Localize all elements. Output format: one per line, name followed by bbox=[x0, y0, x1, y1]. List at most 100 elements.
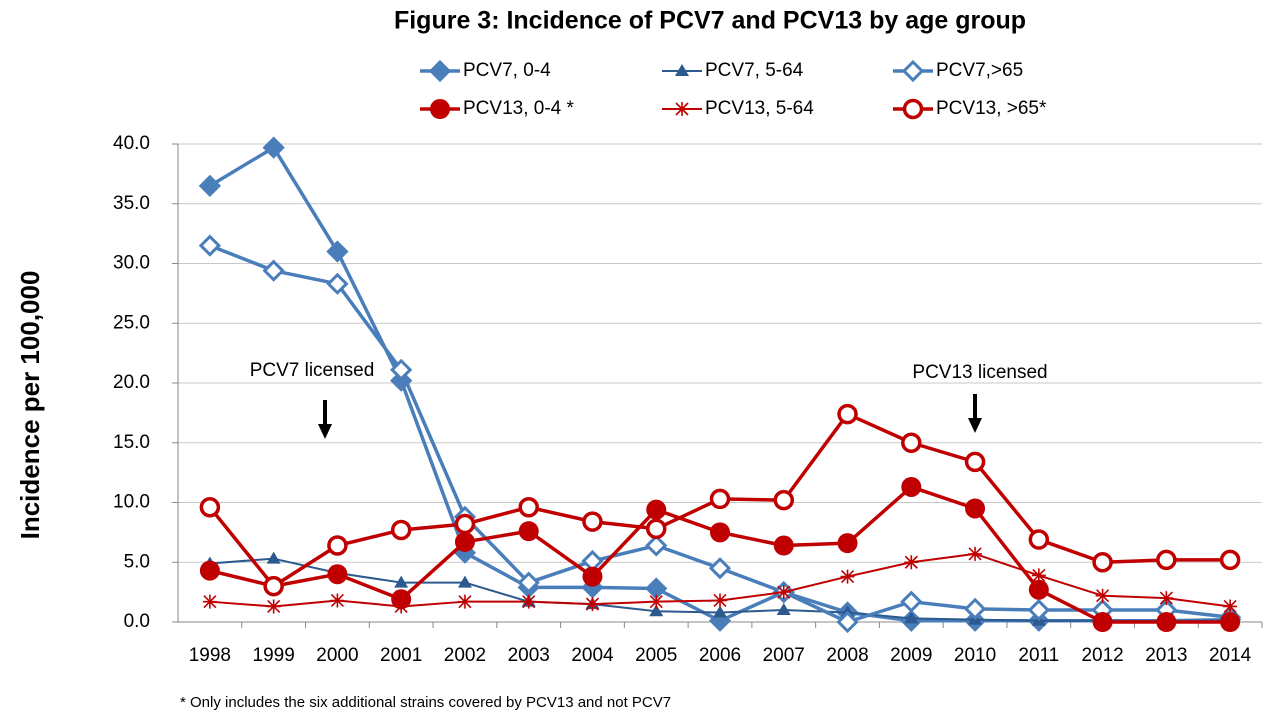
legend-item: PCV13, 0-4 * bbox=[420, 98, 574, 119]
y-tick-label: 15.0 bbox=[113, 432, 150, 453]
marker bbox=[836, 610, 859, 634]
marker bbox=[199, 560, 220, 581]
legend-item: PCV7, 0-4 bbox=[420, 59, 551, 83]
x-tick-label: 2007 bbox=[763, 645, 805, 666]
marker bbox=[518, 497, 539, 518]
x-tick-label: 2002 bbox=[444, 645, 486, 666]
marker bbox=[1027, 598, 1050, 622]
x-tick-label: 2005 bbox=[635, 645, 677, 666]
x-tick-label: 1998 bbox=[189, 645, 231, 666]
marker bbox=[521, 594, 536, 609]
x-tick-label: 2004 bbox=[571, 645, 614, 666]
y-tick-label: 10.0 bbox=[113, 492, 150, 513]
annotation: PCV7 licensed bbox=[250, 360, 375, 381]
marker bbox=[1092, 612, 1113, 632]
marker bbox=[391, 589, 412, 610]
marker bbox=[457, 575, 472, 588]
x-tick-label: 2008 bbox=[826, 645, 868, 666]
annotation: PCV13 licensed bbox=[912, 362, 1047, 383]
marker bbox=[710, 522, 730, 543]
marker bbox=[1092, 552, 1113, 573]
marker bbox=[582, 511, 603, 532]
chart-title: Figure 3: Incidence of PCV7 and PCV13 by… bbox=[394, 7, 1026, 35]
marker bbox=[262, 259, 285, 282]
marker bbox=[263, 575, 284, 597]
arrow bbox=[318, 400, 332, 439]
x-tick-label: 2000 bbox=[316, 645, 358, 666]
marker bbox=[837, 403, 858, 425]
marker bbox=[965, 498, 986, 519]
marker bbox=[390, 519, 412, 541]
footnote: * Only includes the six additional strai… bbox=[180, 694, 671, 711]
marker bbox=[390, 358, 413, 381]
marker bbox=[902, 98, 924, 120]
x-tick-label: 2011 bbox=[1018, 645, 1059, 666]
y-tick-label: 40.0 bbox=[113, 133, 150, 154]
marker bbox=[266, 599, 281, 614]
marker bbox=[904, 555, 919, 570]
marker bbox=[454, 531, 475, 552]
x-tick-label: 1999 bbox=[253, 645, 295, 666]
legend-item: PCV7, 5-64 bbox=[662, 60, 804, 81]
marker bbox=[773, 489, 795, 511]
marker bbox=[1028, 529, 1050, 550]
x-tick-label: 2003 bbox=[508, 645, 550, 666]
marker bbox=[198, 234, 222, 257]
marker bbox=[430, 99, 450, 119]
marker bbox=[394, 599, 409, 614]
marker bbox=[1219, 549, 1241, 571]
x-tick-label: 2014 bbox=[1209, 645, 1252, 666]
marker bbox=[901, 476, 922, 497]
marker bbox=[518, 521, 539, 542]
marker bbox=[964, 451, 986, 473]
marker bbox=[326, 240, 349, 263]
marker bbox=[713, 593, 727, 608]
marker bbox=[776, 585, 791, 600]
y-tick-label: 0.0 bbox=[124, 611, 150, 632]
marker bbox=[1220, 612, 1241, 632]
marker bbox=[199, 497, 221, 518]
legend-label: PCV7, 5-64 bbox=[705, 60, 804, 81]
y-tick-label: 20.0 bbox=[113, 372, 150, 393]
series-line bbox=[208, 145, 1231, 623]
marker bbox=[585, 597, 600, 612]
marker bbox=[202, 594, 217, 609]
marker bbox=[1223, 599, 1238, 614]
marker bbox=[968, 546, 983, 561]
legend-item: PCV13, 5-64 bbox=[662, 98, 814, 119]
marker bbox=[330, 593, 345, 608]
x-tick-label: 2006 bbox=[699, 645, 741, 666]
legend-label: PCV13, 5-64 bbox=[705, 98, 814, 119]
y-tick-label: 5.0 bbox=[124, 551, 150, 572]
marker bbox=[1028, 579, 1049, 600]
marker bbox=[517, 571, 540, 594]
x-tick-label: 2010 bbox=[954, 645, 996, 666]
marker bbox=[837, 533, 858, 554]
x-tick-label: 2013 bbox=[1145, 645, 1187, 666]
marker bbox=[675, 64, 689, 76]
marker bbox=[327, 535, 348, 556]
marker bbox=[645, 534, 668, 557]
marker bbox=[709, 488, 731, 510]
marker bbox=[646, 499, 667, 520]
x-tick-label: 2012 bbox=[1081, 645, 1123, 666]
y-tick-label: 25.0 bbox=[113, 312, 150, 333]
marker bbox=[1031, 568, 1046, 583]
marker bbox=[773, 535, 794, 556]
marker bbox=[394, 575, 409, 588]
y-tick-label: 30.0 bbox=[113, 253, 150, 274]
legend-item: PCV13, >65* bbox=[893, 98, 1047, 120]
x-tick-label: 2001 bbox=[380, 645, 422, 666]
marker bbox=[649, 594, 664, 609]
series bbox=[202, 546, 1238, 614]
series bbox=[198, 234, 1242, 634]
legend-item: PCV7,>65 bbox=[893, 59, 1023, 83]
marker bbox=[262, 136, 285, 159]
legend-label: PCV13, 0-4 * bbox=[463, 98, 574, 119]
marker bbox=[266, 551, 281, 564]
marker bbox=[327, 564, 348, 585]
marker bbox=[776, 603, 791, 616]
marker bbox=[1159, 591, 1174, 606]
marker bbox=[708, 557, 732, 580]
